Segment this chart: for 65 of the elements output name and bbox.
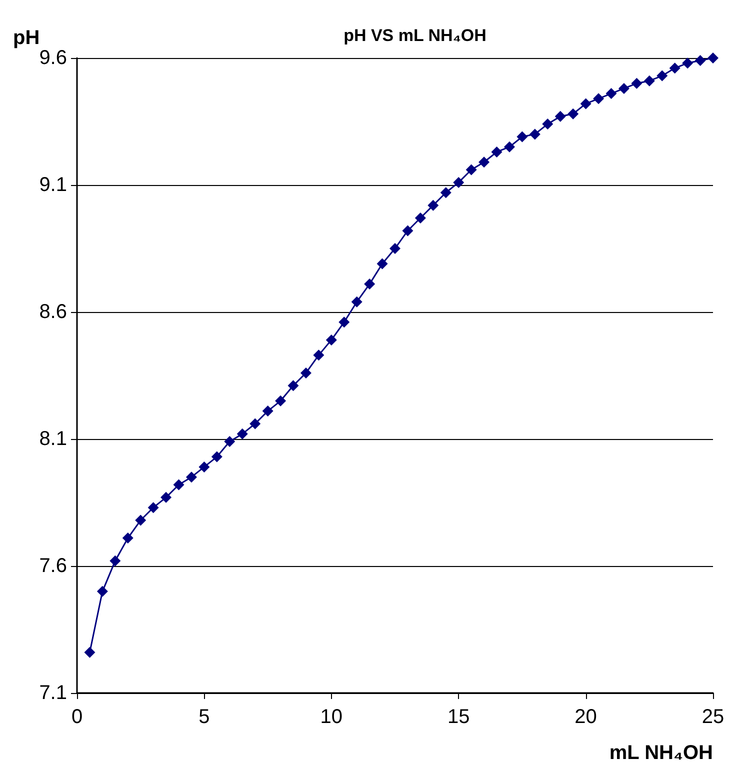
y-tick-label: 9.6 — [39, 47, 67, 69]
x-tick-label: 20 — [574, 706, 597, 728]
x-tick-label: 25 — [702, 706, 724, 728]
point — [478, 156, 490, 168]
point — [364, 278, 376, 290]
point — [644, 75, 655, 86]
y-tick-label: 8.6 — [39, 301, 67, 323]
point — [96, 586, 108, 597]
point — [236, 428, 248, 440]
point — [313, 350, 324, 361]
point — [516, 131, 528, 142]
point — [326, 334, 337, 346]
x-tick-label: 15 — [447, 706, 470, 728]
point — [338, 316, 350, 328]
point — [618, 82, 630, 94]
point — [224, 436, 236, 448]
point — [504, 141, 515, 152]
point — [402, 225, 414, 236]
point — [694, 55, 706, 66]
point — [682, 58, 694, 69]
point — [250, 418, 261, 430]
point — [376, 258, 388, 270]
point — [542, 118, 554, 130]
point — [593, 93, 604, 104]
point — [414, 212, 426, 224]
point — [186, 472, 197, 483]
point — [288, 380, 299, 392]
point — [440, 187, 452, 198]
point — [428, 200, 439, 211]
point — [148, 502, 159, 514]
point — [568, 108, 579, 120]
point — [300, 367, 312, 378]
chart-title: pH VS mL NH₄OH — [344, 26, 486, 45]
point — [122, 532, 134, 544]
point — [631, 78, 642, 89]
point — [656, 70, 668, 82]
y-tick-label: 7.1 — [39, 682, 67, 704]
point — [198, 461, 210, 472]
point — [84, 646, 96, 658]
point — [211, 451, 222, 462]
point — [554, 110, 566, 122]
point — [173, 479, 184, 490]
point — [491, 146, 502, 158]
y-tick-label: 7.6 — [39, 555, 67, 577]
x-tick-label: 10 — [320, 706, 343, 728]
point — [262, 406, 274, 417]
point — [110, 555, 121, 566]
point — [390, 243, 400, 254]
y-tick-label: 9.1 — [39, 174, 67, 196]
point — [580, 98, 592, 110]
point — [466, 164, 477, 176]
x-tick-label: 5 — [198, 706, 210, 728]
point — [135, 514, 146, 526]
point — [606, 88, 617, 100]
point — [351, 296, 362, 308]
x-tick-label: 0 — [71, 706, 83, 728]
point — [275, 395, 286, 406]
point — [708, 52, 718, 64]
y-axis-title: pH — [13, 27, 40, 50]
y-tick-label: 8.1 — [39, 428, 67, 450]
x-axis-title: mL NH₄OH — [609, 742, 713, 764]
point — [669, 62, 680, 74]
point — [160, 492, 172, 503]
point — [529, 128, 540, 140]
point — [453, 176, 464, 188]
